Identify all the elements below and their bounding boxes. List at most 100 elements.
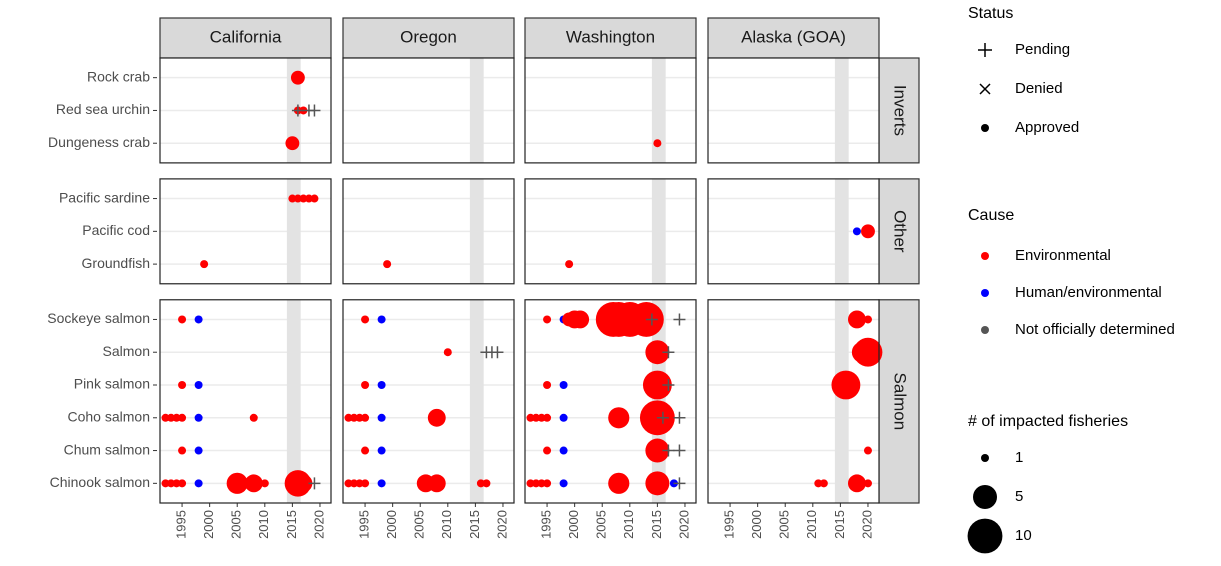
x-tick-label: 2000 xyxy=(749,510,764,539)
highlight-band xyxy=(469,299,484,503)
point xyxy=(194,446,203,455)
point xyxy=(304,194,313,203)
panel-border xyxy=(159,57,332,164)
point-cross xyxy=(662,444,675,457)
point xyxy=(249,413,258,422)
point xyxy=(443,348,452,357)
x-tick-label: 1995 xyxy=(357,510,372,539)
point xyxy=(361,413,370,422)
point xyxy=(526,479,535,488)
point xyxy=(377,381,386,389)
y-tick-label: Salmon xyxy=(103,343,150,359)
point xyxy=(847,474,866,493)
point xyxy=(178,446,187,455)
row-strip-label: Other xyxy=(891,210,910,253)
y-tick-label: Sockeye salmon xyxy=(47,310,150,326)
y-tick-label: Rock crab xyxy=(87,68,150,84)
point xyxy=(863,479,872,488)
point xyxy=(863,446,872,455)
point xyxy=(377,413,386,422)
point xyxy=(377,315,386,324)
y-tick-label: Chinook salmon xyxy=(50,474,150,490)
point xyxy=(178,479,187,488)
point xyxy=(571,310,590,329)
point xyxy=(852,227,861,236)
legend-label: Not officially determined xyxy=(1015,321,1175,338)
point xyxy=(543,413,552,422)
point xyxy=(559,446,568,455)
x-tick-label: 2010 xyxy=(804,510,819,539)
x-tick-label: 2015 xyxy=(284,510,299,539)
legend-label: Denied xyxy=(1015,80,1063,97)
highlight-band xyxy=(286,299,301,503)
point xyxy=(285,136,300,151)
point xyxy=(260,479,269,488)
panel xyxy=(343,299,514,503)
legend-key xyxy=(967,518,1003,554)
point xyxy=(645,438,670,463)
row-strip-label: Salmon xyxy=(891,373,910,431)
column-strip xyxy=(159,17,332,59)
highlight-band xyxy=(469,178,484,284)
x-tick-label: 1995 xyxy=(722,510,737,539)
point xyxy=(172,413,181,422)
point xyxy=(853,337,883,367)
point xyxy=(847,310,866,329)
row-strip xyxy=(878,299,920,504)
point-cross xyxy=(673,313,686,326)
legend-key xyxy=(981,326,989,334)
point xyxy=(167,413,176,422)
point xyxy=(167,479,176,488)
point-cross xyxy=(645,313,658,326)
y-tick-label: Dungeness crab xyxy=(48,134,150,150)
column-strip xyxy=(524,17,697,59)
highlight-band xyxy=(651,58,666,163)
point xyxy=(194,381,203,389)
y-tick-label: Coho salmon xyxy=(68,408,151,424)
point xyxy=(543,446,552,455)
point xyxy=(861,224,875,239)
y-tick-label: Red sea urchin xyxy=(56,101,150,117)
panel-border xyxy=(707,299,880,504)
point xyxy=(344,413,353,422)
point xyxy=(482,479,491,488)
legend-key xyxy=(978,43,992,57)
legend-key xyxy=(973,485,997,509)
row-strip xyxy=(878,178,920,285)
x-tick-label: 2005 xyxy=(412,510,427,539)
point xyxy=(559,413,568,422)
legend-key xyxy=(981,289,989,297)
panel-border xyxy=(524,178,697,285)
point xyxy=(383,260,392,269)
panel xyxy=(160,299,331,503)
column-strip xyxy=(707,17,880,59)
x-tick-label: 2010 xyxy=(256,510,271,539)
legend-title: # of impacted fisheries xyxy=(968,413,1128,430)
point xyxy=(427,474,446,493)
point xyxy=(161,479,170,488)
x-tick-label: 2000 xyxy=(384,510,399,539)
point-cross xyxy=(673,477,686,490)
legend-label: Environmental xyxy=(1015,247,1111,264)
point xyxy=(290,70,305,85)
point-cross xyxy=(673,444,686,457)
point xyxy=(361,479,370,488)
point xyxy=(559,479,568,488)
column-strip xyxy=(342,17,515,59)
panel-border xyxy=(159,299,332,504)
legend-key xyxy=(981,252,989,260)
legend-title: Status xyxy=(968,5,1013,22)
x-tick-label: 2015 xyxy=(649,510,664,539)
point xyxy=(288,194,297,203)
point xyxy=(532,479,541,488)
point xyxy=(559,381,568,389)
x-tick-label: 2020 xyxy=(859,510,874,539)
point xyxy=(653,139,662,148)
point xyxy=(172,479,181,488)
panel-border xyxy=(342,178,515,285)
point xyxy=(226,472,248,494)
x-tick-label: 2005 xyxy=(229,510,244,539)
point xyxy=(427,408,446,427)
x-tick-label: 2010 xyxy=(621,510,636,539)
